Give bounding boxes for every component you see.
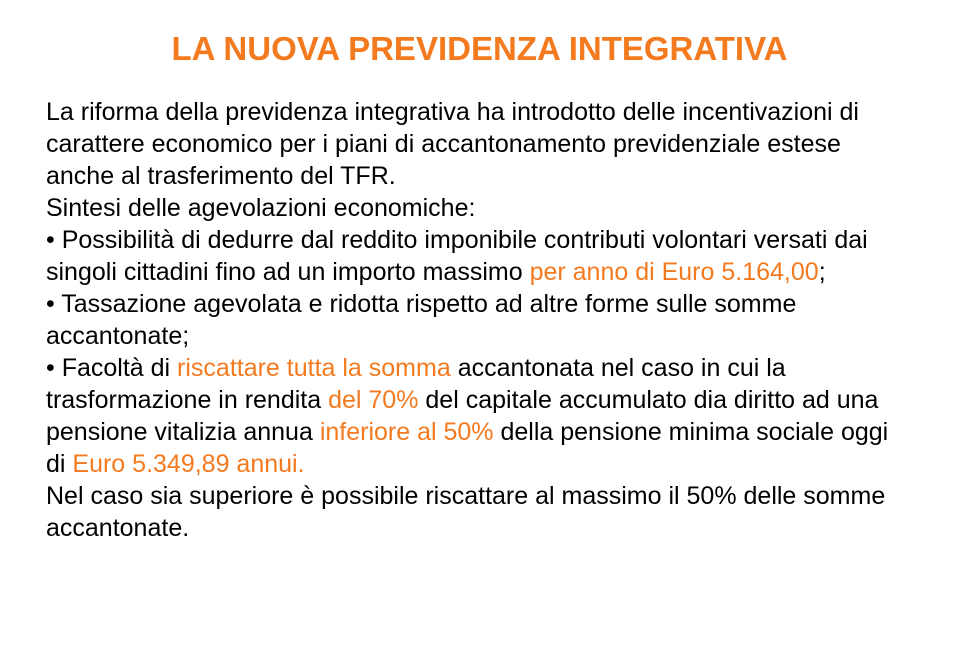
bullet-3-hl4: Euro 5.349,89 annui. [72, 450, 304, 478]
bullet-1-post: ; [819, 258, 826, 286]
bullet-3-hl3: inferiore al 50% [320, 418, 494, 446]
bullet-3-pre: • Facoltà di [46, 354, 177, 382]
list-header: Sintesi delle agevolazioni economiche: [46, 192, 913, 224]
page-title: LA NUOVA PREVIDENZA INTEGRATIVA [46, 30, 913, 68]
bullet-3: • Facoltà di riscattare tutta la somma a… [46, 352, 913, 480]
closing-paragraph: Nel caso sia superiore è possibile risca… [46, 480, 913, 544]
bullet-2: • Tassazione agevolata e ridotta rispett… [46, 288, 913, 352]
bullet-1: • Possibilità di dedurre dal reddito imp… [46, 224, 913, 288]
intro-paragraph: La riforma della previdenza integrativa … [46, 96, 913, 192]
bullet-3-hl1: riscattare tutta la somma [177, 354, 451, 382]
body-text: La riforma della previdenza integrativa … [46, 96, 913, 544]
bullet-3-hl2: del 70% [328, 386, 418, 414]
bullet-1-hl1: per anno di Euro 5.164,00 [530, 258, 819, 286]
